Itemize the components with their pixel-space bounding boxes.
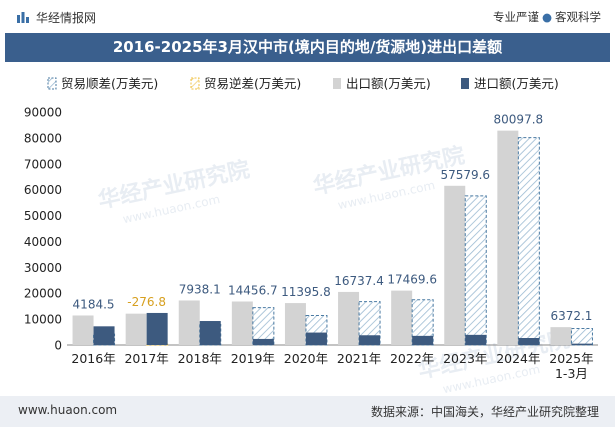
legend-label: 进口额(万美元) bbox=[474, 76, 559, 91]
export-bar bbox=[550, 327, 572, 345]
y-tick-label: 20000 bbox=[24, 287, 62, 301]
surplus-bar bbox=[252, 307, 275, 346]
footer: www.huaon.com 数据来源：中国海关，华经产业研究院整理 bbox=[0, 396, 615, 427]
footer-source: 数据来源：中国海关，华经产业研究院整理 bbox=[370, 405, 599, 419]
chart: 华经产业研究院www.huaon.com华经产业研究院www.huaon.com… bbox=[24, 76, 598, 396]
export-bar bbox=[284, 303, 306, 345]
import-bar bbox=[305, 332, 327, 345]
x-tick-label: 2018年 bbox=[178, 351, 222, 366]
tagline-dot-icon: ● bbox=[541, 10, 552, 24]
legend-swatch bbox=[190, 77, 200, 90]
export-bar bbox=[444, 185, 466, 345]
legend-swatch bbox=[333, 78, 341, 89]
y-tick-label: 30000 bbox=[24, 261, 62, 275]
x-tick-label: 2023年 bbox=[443, 351, 487, 366]
y-tick-label: 40000 bbox=[24, 235, 62, 249]
balance-data-label: 80097.8 bbox=[494, 113, 544, 127]
balance-data-label: 57579.6 bbox=[440, 168, 490, 182]
import-bar bbox=[465, 334, 487, 345]
import-bar bbox=[146, 312, 168, 345]
balance-data-label: 17469.6 bbox=[387, 273, 437, 287]
import-bar bbox=[412, 335, 434, 345]
legend-swatch bbox=[461, 78, 469, 89]
export-bar bbox=[178, 300, 200, 345]
balance-data-label: 14456.7 bbox=[228, 284, 278, 298]
x-tick-label: 2025年 1-3月 bbox=[549, 351, 593, 381]
balance-data-label: 16737.4 bbox=[334, 274, 384, 288]
x-tick-label: 2024年 bbox=[496, 351, 540, 366]
import-bar bbox=[571, 343, 593, 345]
export-bar bbox=[497, 130, 519, 345]
legend-swatch bbox=[47, 77, 57, 90]
legend-label: 贸易逆差(万美元) bbox=[204, 76, 301, 91]
y-tick-label: 70000 bbox=[24, 157, 62, 171]
surplus-bar bbox=[570, 328, 593, 346]
y-tick-label: 10000 bbox=[24, 313, 62, 327]
y-tick-label: 0 bbox=[54, 339, 62, 353]
tagline: 专业严谨 ● 客观科学 bbox=[493, 9, 601, 25]
y-tick-label: 60000 bbox=[24, 183, 62, 197]
y-tick-label: 50000 bbox=[24, 209, 62, 223]
tagline-a: 专业严谨 bbox=[492, 10, 539, 24]
balance-data-label: -276.8 bbox=[127, 295, 166, 309]
x-tick-label: 2022年 bbox=[390, 351, 434, 366]
export-bar bbox=[231, 301, 253, 345]
brand-name: 华经情报网 bbox=[36, 11, 97, 25]
tagline-b: 客观科学 bbox=[555, 10, 601, 24]
import-bar bbox=[199, 321, 221, 345]
top-bar: 华经情报网 专业严谨 ● 客观科学 bbox=[0, 0, 615, 33]
import-bar bbox=[518, 338, 540, 345]
export-bar bbox=[72, 315, 94, 345]
logo-icon bbox=[17, 12, 29, 23]
x-tick-label: 2017年 bbox=[124, 351, 168, 366]
footer-url: www.huaon.com bbox=[18, 403, 118, 417]
export-bar bbox=[338, 291, 360, 345]
legend-label: 贸易顺差(万美元) bbox=[61, 76, 158, 91]
import-bar bbox=[252, 338, 274, 345]
chart-title: 2016-2025年3月汉中市(境内目的地/货源地)进出口差额 bbox=[5, 33, 610, 62]
import-bar bbox=[93, 326, 115, 345]
export-bar bbox=[125, 313, 147, 345]
x-tick-label: 2021年 bbox=[337, 351, 381, 366]
x-tick-label: 2016年 bbox=[71, 351, 115, 366]
balance-data-label: 7938.1 bbox=[179, 282, 221, 296]
import-bar bbox=[359, 335, 381, 345]
y-tick-label: 90000 bbox=[24, 106, 62, 120]
export-bar bbox=[391, 290, 413, 345]
surplus-bar bbox=[517, 137, 540, 346]
balance-data-label: 11395.8 bbox=[281, 285, 331, 299]
legend-label: 出口额(万美元) bbox=[346, 76, 431, 91]
y-tick-label: 80000 bbox=[24, 131, 62, 145]
x-tick-label: 2020年 bbox=[284, 351, 328, 366]
balance-data-label: 4184.5 bbox=[73, 297, 115, 311]
x-tick-label: 2019年 bbox=[231, 351, 275, 366]
surplus-bar bbox=[464, 195, 487, 346]
surplus-bar bbox=[358, 301, 381, 346]
balance-data-label: 6372.1 bbox=[550, 309, 592, 323]
